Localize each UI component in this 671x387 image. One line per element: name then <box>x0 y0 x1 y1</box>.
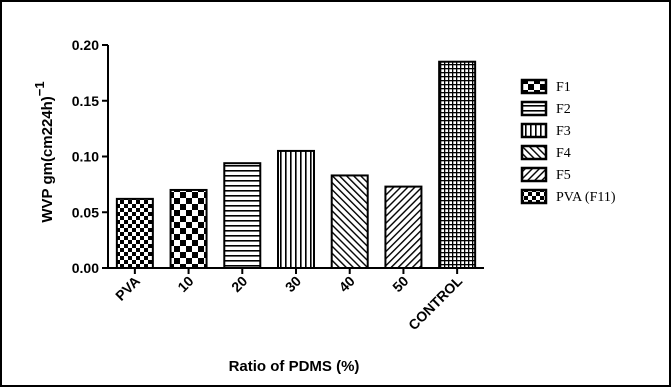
legend-label: F5 <box>556 168 571 183</box>
legend-swatch <box>520 122 548 139</box>
legend-label: F3 <box>556 124 571 139</box>
y-tick-label: 0.20 <box>72 37 99 53</box>
bar-40 <box>330 174 369 269</box>
bar-30 <box>277 149 315 269</box>
bar-pva <box>115 197 154 269</box>
legend: F1 F2 F3 F4 F5 PVA (F11) <box>520 78 616 205</box>
x-axis-title: Ratio of PDMS (%) <box>229 358 360 375</box>
y-tick-label: 0.10 <box>72 149 99 165</box>
plot-area <box>115 60 477 269</box>
legend-label: F1 <box>556 80 571 95</box>
legend-label: PVA (F11) <box>556 190 616 205</box>
legend-swatch <box>520 144 548 161</box>
legend-label: F4 <box>556 146 571 161</box>
y-tick-label: 0.05 <box>72 204 99 220</box>
y-tick-label: 0.00 <box>72 260 99 276</box>
legend-swatch <box>520 188 548 205</box>
y-tick-label: 0.15 <box>72 93 99 109</box>
bar-control <box>438 60 477 269</box>
legend-swatch <box>520 100 548 117</box>
y-axis-title: WVP gm(cm224h)−1 <box>32 81 56 222</box>
y-axis: 0.00 0.05 0.10 0.15 0.20 <box>72 37 109 276</box>
legend-label: F2 <box>556 102 571 117</box>
bar-50 <box>384 185 423 269</box>
bar-20 <box>223 162 262 269</box>
legend-swatch <box>520 166 548 183</box>
legend-swatch <box>520 78 548 95</box>
bar-10 <box>169 188 208 269</box>
